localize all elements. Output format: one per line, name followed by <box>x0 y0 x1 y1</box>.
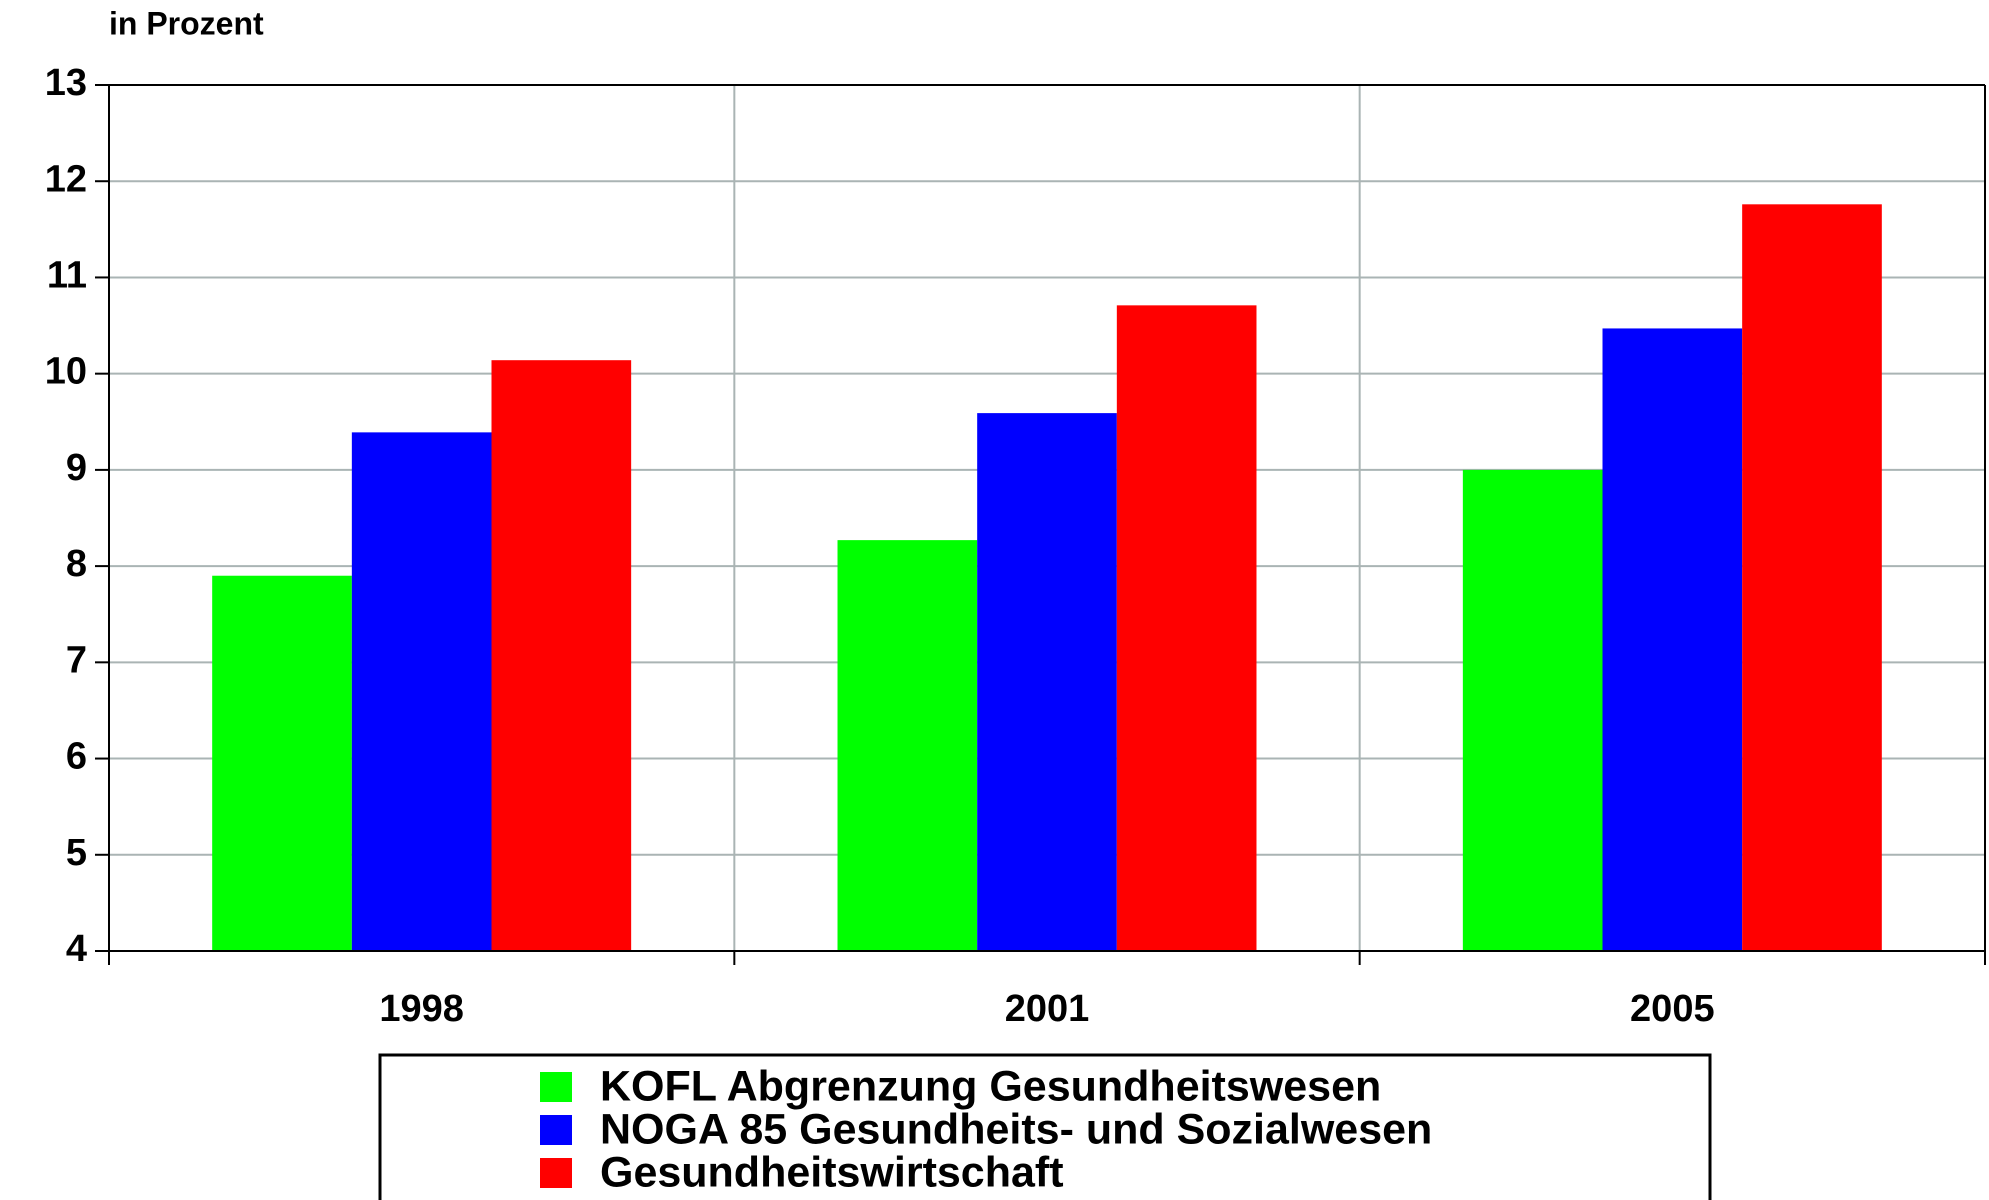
bar <box>1742 204 1882 951</box>
legend-label: Gesundheitswirtschaft <box>600 1148 1064 1196</box>
y-tick-label: 6 <box>66 736 87 778</box>
y-tick-label: 10 <box>45 351 87 393</box>
legend-label: NOGA 85 Gesundheits- und Sozialwesen <box>600 1105 1432 1153</box>
y-tick-label: 11 <box>47 254 87 296</box>
bar <box>1602 328 1743 951</box>
x-tick-label: 2005 <box>1630 988 1715 1030</box>
y-tick-label: 5 <box>66 832 87 874</box>
bar <box>351 432 492 952</box>
bar <box>212 575 352 951</box>
legend-swatch <box>540 1158 572 1188</box>
bar <box>1462 469 1603 951</box>
legend-label: KOFL Abgrenzung Gesundheitswesen <box>600 1062 1381 1110</box>
y-tick-label: 7 <box>66 639 87 681</box>
bar <box>977 413 1117 951</box>
bar <box>491 360 632 951</box>
bar <box>837 540 978 951</box>
x-tick-label: 2001 <box>1005 988 1090 1030</box>
y-tick-label: 4 <box>66 928 87 970</box>
legend-swatch <box>540 1115 572 1145</box>
y-axis-label: in Prozent <box>109 5 264 41</box>
y-tick-label: 13 <box>45 62 87 104</box>
legend-box <box>378 1053 1712 1200</box>
x-tick-label: 1998 <box>379 988 464 1030</box>
y-tick-label: 12 <box>45 158 87 200</box>
y-tick-label: 9 <box>66 447 87 489</box>
y-tick-label: 8 <box>66 543 87 585</box>
legend-swatch <box>540 1072 572 1102</box>
bar <box>1116 305 1257 951</box>
